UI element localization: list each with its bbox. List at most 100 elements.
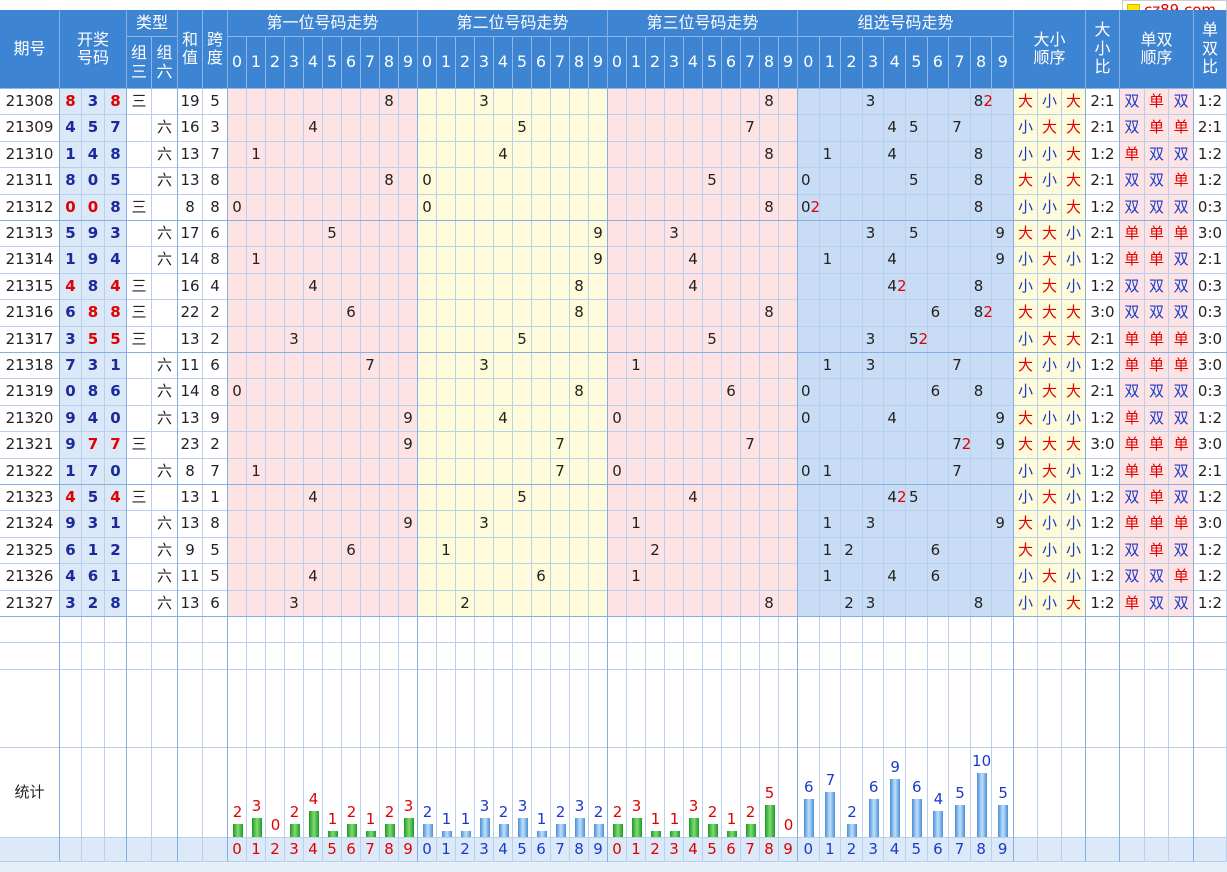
trend-digit: 7: [551, 458, 570, 485]
trend-digit: 1: [627, 353, 646, 380]
cell: [285, 485, 304, 512]
cell: [532, 247, 551, 274]
cell: [589, 590, 608, 617]
cell: [862, 458, 885, 485]
header-digit: 9: [779, 37, 798, 89]
stats-digit: 8: [570, 838, 589, 862]
group-digit: 7: [952, 435, 962, 454]
parity: 双: [1144, 141, 1170, 169]
cell: [1062, 617, 1086, 643]
cell: [380, 537, 399, 565]
cell: [665, 748, 684, 838]
cell: [342, 748, 361, 838]
type6: 六: [152, 168, 178, 195]
cell: [304, 221, 323, 248]
size: 大: [1062, 379, 1086, 406]
cell: [380, 194, 399, 221]
draw-digit: 3: [60, 326, 82, 353]
cell: [152, 643, 178, 670]
cell: [399, 670, 418, 748]
cell: [665, 564, 684, 591]
cell: [323, 141, 342, 169]
cell: [513, 748, 532, 838]
cell: [927, 273, 950, 301]
draw-digit: 4: [60, 115, 82, 142]
header-digit: 5: [703, 37, 722, 89]
cell: [570, 748, 589, 838]
cell: [127, 670, 152, 748]
cell: [589, 115, 608, 142]
cell: [798, 247, 820, 274]
cell: [342, 115, 361, 142]
trend-digit: 7: [741, 115, 760, 142]
cell: [285, 379, 304, 406]
header-digit: 6: [722, 37, 741, 89]
trend-digit: 3: [285, 590, 304, 617]
stats-digit: 8: [760, 838, 779, 862]
group-digit: 4: [887, 488, 897, 507]
size-ratio: 1:2: [1086, 564, 1120, 591]
cell: [970, 485, 993, 512]
cell: [361, 432, 380, 459]
cell: [627, 247, 646, 274]
group-digit: 8: [973, 593, 984, 612]
cell: [152, 485, 178, 512]
cell: [684, 405, 703, 433]
draw-digit: 9: [60, 405, 82, 433]
size-ratio: 2:1: [1086, 326, 1120, 353]
group-digit: 5: [909, 171, 919, 190]
size: 大: [1038, 326, 1062, 353]
trend-digit: 8: [760, 89, 779, 116]
cell: [646, 115, 665, 142]
cell: [798, 485, 820, 512]
parity: 双: [1169, 537, 1194, 565]
cell: [532, 537, 551, 565]
cell: [884, 89, 906, 116]
cell: [456, 432, 475, 459]
group-digit: 0: [801, 461, 811, 480]
header-digit: 5: [906, 37, 928, 89]
cell: [475, 458, 494, 485]
cell: [862, 168, 885, 195]
group-cell: 1: [819, 564, 842, 591]
cell: [884, 194, 906, 221]
type6: 六: [152, 353, 178, 380]
cell: [152, 838, 178, 862]
cell: [779, 432, 798, 459]
group-digit: 0: [801, 382, 811, 401]
parity-ratio: 0:3: [1194, 194, 1227, 221]
cell: [380, 405, 399, 433]
group-digit: 9: [995, 514, 1005, 533]
size: 大: [1014, 353, 1038, 380]
cell: [906, 432, 928, 459]
span: 4: [203, 273, 228, 301]
cell: [646, 458, 665, 485]
cell: [798, 643, 820, 670]
cell: [760, 564, 779, 591]
separator: [1013, 10, 1014, 862]
cell: [247, 432, 266, 459]
cell: [513, 300, 532, 327]
cell: [608, 537, 627, 565]
type3: 三: [127, 89, 152, 116]
stats-digit: 6: [927, 838, 950, 862]
cell: [819, 617, 842, 643]
separator: [177, 10, 178, 862]
cell: [513, 194, 532, 221]
cell: [228, 300, 247, 327]
cell: [760, 353, 779, 380]
cell: [722, 670, 741, 748]
cell: [380, 511, 399, 538]
cell: [437, 485, 456, 512]
size: 大: [1014, 432, 1038, 459]
group-digit: 1: [822, 540, 833, 559]
cell: [323, 432, 342, 459]
parity: 双: [1144, 168, 1170, 195]
cell: [684, 141, 703, 169]
cell: [304, 511, 323, 538]
cell: [513, 537, 532, 565]
cell: [570, 405, 589, 433]
header-span: 跨度: [203, 10, 228, 89]
cell: [927, 511, 950, 538]
stats-digit: 4: [304, 838, 323, 862]
